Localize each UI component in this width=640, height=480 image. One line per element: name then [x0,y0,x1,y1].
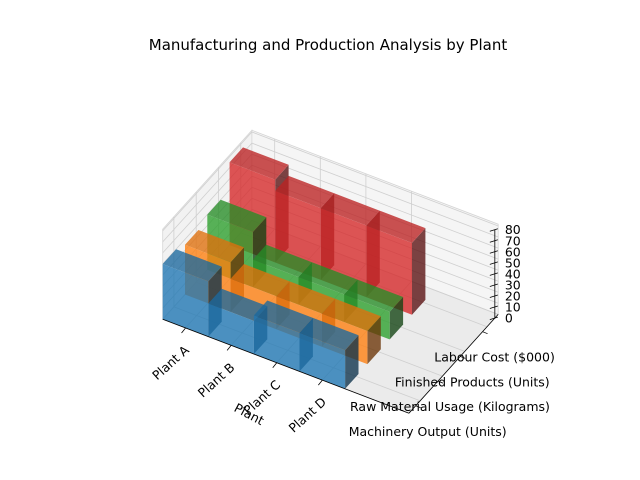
plant-tick-label: Plant B [195,360,238,401]
bar-side-face [412,228,426,315]
plant-tick-label: Plant D [286,394,330,435]
series-tick [437,380,444,384]
bar-top-face [208,288,268,321]
bar-top-face [321,298,381,331]
bar-top-face [185,230,244,263]
value-tick [489,239,498,243]
value-tick [489,283,498,287]
value-tick-label: 70 [505,233,521,248]
value-tick-label: 80 [505,222,521,237]
bars [162,147,426,389]
plant-tick-label: Plant A [149,342,192,383]
value-tick [489,316,498,320]
bar-front-face [208,303,254,354]
value-gridline [162,142,499,243]
series-tick [482,331,488,335]
value-tick-label: 0 [505,311,513,326]
series-tick-label: Machinery Output (Units) [349,424,507,439]
value-gridline [162,131,499,232]
series-tick-label: Labour Cost ($000) [434,350,555,365]
plant-tick [226,345,232,351]
bar-top-face [320,193,380,226]
bar-side-face [367,316,381,365]
value-tick-label: 10 [505,300,521,315]
bar-top-face [229,147,289,180]
bar-top-face [276,281,336,314]
chart-title: Manufacturing and Production Analysis by… [149,36,508,54]
bar-top-face [275,175,335,209]
bar-side-face [345,335,359,389]
bar-front-face [162,264,209,337]
plant-tick [318,379,323,386]
value-tick [489,294,498,298]
value-tick [489,261,498,265]
value-tick-label: 30 [505,277,521,292]
bar-top-face [298,262,358,295]
bar-top-face [162,249,222,282]
value-tick-label: 20 [505,289,521,304]
series-axis-line [408,314,499,414]
value-tick-label: 60 [505,244,521,259]
bar-top-face [344,279,404,312]
bar-top-face [230,264,290,297]
value-tick [489,272,498,276]
bar-top-face [253,300,313,333]
bar-front-face [299,332,346,389]
value-tick [489,228,498,232]
series-tick-label: Raw Material Usage (Kilograms) [350,399,550,414]
value-tick [489,250,498,254]
plant-tick [181,327,186,334]
series-tick [460,356,466,359]
plant-axis-line [162,318,410,414]
bar-top-face [299,317,359,351]
bar [299,317,359,389]
bar-top-face [252,244,312,277]
plant-tick [272,362,278,368]
bar-top-face [366,210,426,243]
value-tick-label: 50 [505,255,521,270]
series-tick [415,405,421,409]
bar-top-face [207,199,267,232]
value-tick [489,305,498,309]
axis-ticks [162,228,499,414]
value-tick-label: 40 [505,266,521,281]
series-tick-label: Finished Products (Units) [395,374,550,389]
bar-front-face [253,315,300,372]
bar-side-face [389,297,404,340]
